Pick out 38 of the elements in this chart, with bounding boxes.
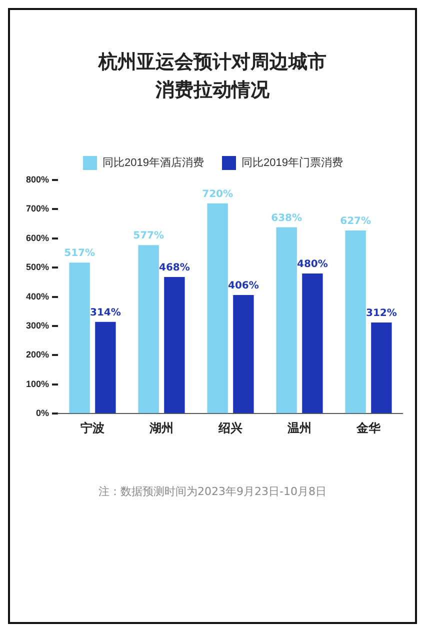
bar [206,203,228,414]
data-label: 406% [227,280,258,292]
data-label: 627% [340,216,371,228]
x-tick-label: 宁波 [80,421,106,436]
y-tick-label: 200% [25,350,49,360]
data-label: 720% [202,188,233,200]
y-tick-label: 0% [36,408,49,418]
text: 注：数据预测时间为2023年9月23日-10月8日 [98,484,328,499]
bar [344,230,366,414]
data-label: 638% [270,212,302,224]
bar [232,295,254,414]
bar [138,245,158,414]
data-label: 314% [90,308,120,319]
x-tick-label: 绍兴 [217,421,242,436]
y-tick-label: 600% [25,232,49,243]
x-tick-label: 温州 [286,421,312,436]
bar [68,262,90,414]
data-label: 577% [132,230,164,242]
y-tick-label: 400% [25,291,49,302]
data-label: 468% [158,262,190,274]
bar [276,227,296,414]
bar [164,276,184,414]
y-tick-label: 100% [25,378,49,389]
y-tick-label: 500% [25,262,49,272]
y-tick-label: 700% [25,204,49,214]
y-tick-label: 800% [25,174,49,184]
data-label: 480% [296,259,328,270]
data-label: 517% [64,248,95,260]
x-tick-label: 金华 [355,421,381,436]
y-tick-label: 300% [25,320,49,330]
chart-title: 杭州亚运会预计对周边城市消费拉动情况 [97,50,328,103]
x-tick-label: 湖州 [148,421,174,436]
data-label: 312% [365,308,396,320]
bar [370,322,392,414]
bar [302,273,322,414]
bar [94,322,116,414]
legend-label: 同比2019年门票消费 [241,156,342,170]
legend-label: 同比2019年酒店消费 [102,156,204,170]
